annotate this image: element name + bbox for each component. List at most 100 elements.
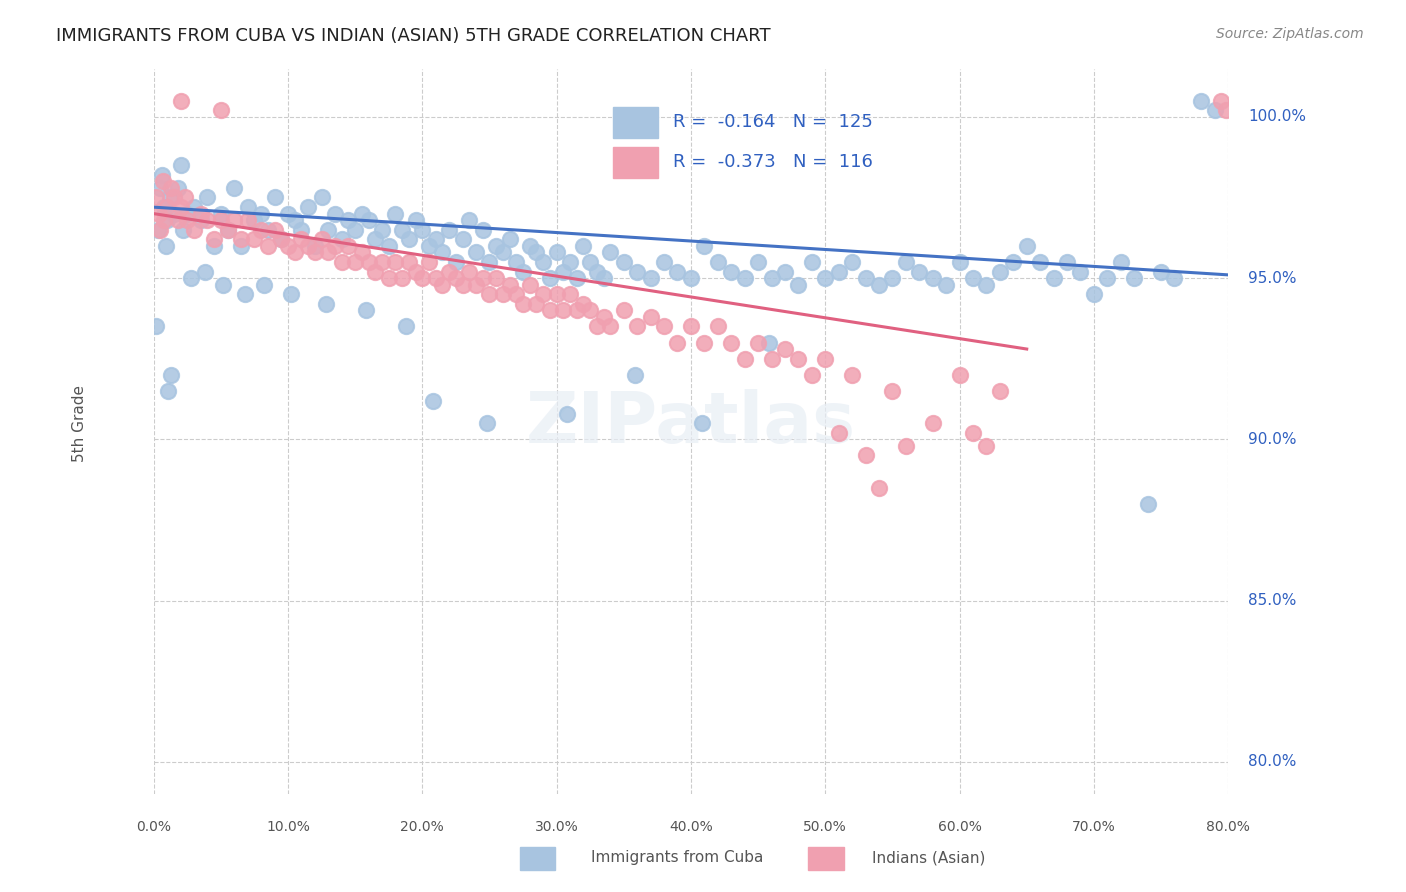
Point bbox=[145, 190, 167, 204]
Point bbox=[485, 239, 508, 253]
Point bbox=[451, 277, 474, 292]
Point bbox=[988, 265, 1011, 279]
Point bbox=[173, 190, 195, 204]
Point bbox=[224, 181, 246, 195]
Point bbox=[519, 277, 541, 292]
Point bbox=[1002, 255, 1025, 269]
Point bbox=[146, 223, 169, 237]
Point bbox=[330, 232, 353, 246]
Point bbox=[202, 232, 225, 246]
Text: 5th Grade: 5th Grade bbox=[72, 384, 87, 462]
Point bbox=[505, 255, 527, 269]
Point bbox=[444, 271, 467, 285]
Point bbox=[666, 335, 689, 350]
Point bbox=[855, 449, 877, 463]
Point bbox=[465, 245, 488, 260]
Point bbox=[761, 271, 783, 285]
Point bbox=[425, 271, 447, 285]
Point bbox=[217, 223, 239, 237]
Point bbox=[478, 287, 501, 301]
Point bbox=[586, 319, 609, 334]
Text: 50.0%: 50.0% bbox=[803, 820, 848, 834]
Point bbox=[935, 277, 957, 292]
Point bbox=[297, 200, 319, 214]
Point bbox=[734, 271, 756, 285]
Point bbox=[156, 213, 179, 227]
Point bbox=[787, 277, 810, 292]
Point bbox=[153, 200, 176, 214]
Text: IMMIGRANTS FROM CUBA VS INDIAN (ASIAN) 5TH GRADE CORRELATION CHART: IMMIGRANTS FROM CUBA VS INDIAN (ASIAN) 5… bbox=[56, 27, 770, 45]
Point bbox=[626, 265, 648, 279]
Point bbox=[1029, 255, 1052, 269]
Point bbox=[557, 407, 579, 421]
Point bbox=[183, 200, 205, 214]
Point bbox=[471, 223, 494, 237]
Point bbox=[586, 265, 609, 279]
Point bbox=[1215, 103, 1237, 118]
Text: ZIPatlas: ZIPatlas bbox=[526, 389, 856, 458]
Point bbox=[398, 232, 420, 246]
Point bbox=[707, 319, 730, 334]
Point bbox=[297, 239, 319, 253]
Point bbox=[253, 277, 276, 292]
Point bbox=[250, 206, 273, 220]
Point bbox=[391, 271, 413, 285]
Point bbox=[150, 168, 173, 182]
Point bbox=[962, 271, 984, 285]
Text: 85.0%: 85.0% bbox=[1249, 593, 1296, 608]
Point bbox=[623, 368, 645, 382]
Point bbox=[773, 342, 796, 356]
Point bbox=[1109, 255, 1132, 269]
Bar bbox=[613, 147, 658, 178]
Point bbox=[538, 271, 561, 285]
Point bbox=[444, 255, 467, 269]
Point bbox=[592, 271, 614, 285]
Point bbox=[948, 255, 970, 269]
Point bbox=[458, 265, 481, 279]
Point bbox=[526, 297, 548, 311]
Point bbox=[233, 287, 256, 301]
Point bbox=[882, 271, 904, 285]
Point bbox=[337, 239, 360, 253]
Point bbox=[357, 213, 380, 227]
Point bbox=[229, 232, 252, 246]
Point bbox=[224, 213, 246, 227]
Point bbox=[354, 303, 377, 318]
Point bbox=[512, 297, 534, 311]
Point bbox=[304, 245, 326, 260]
Point bbox=[976, 439, 998, 453]
Point bbox=[284, 213, 307, 227]
Point bbox=[176, 213, 198, 227]
Point bbox=[209, 213, 232, 227]
Point bbox=[747, 255, 769, 269]
Point bbox=[962, 425, 984, 440]
Point bbox=[169, 158, 191, 172]
Point bbox=[707, 255, 730, 269]
Point bbox=[163, 190, 186, 204]
Point bbox=[344, 255, 367, 269]
Point bbox=[868, 481, 890, 495]
Point bbox=[391, 223, 413, 237]
Point bbox=[350, 206, 373, 220]
Point bbox=[157, 384, 180, 398]
Point bbox=[666, 265, 689, 279]
Point bbox=[1204, 103, 1226, 118]
Point bbox=[652, 255, 675, 269]
Point bbox=[976, 277, 998, 292]
Point bbox=[152, 174, 174, 188]
Point bbox=[761, 351, 783, 366]
Point bbox=[316, 223, 339, 237]
Point bbox=[437, 265, 460, 279]
Point bbox=[195, 190, 218, 204]
Point bbox=[437, 223, 460, 237]
Point bbox=[405, 265, 427, 279]
Point bbox=[921, 416, 943, 430]
Point bbox=[572, 239, 595, 253]
Point bbox=[422, 393, 444, 408]
Point bbox=[364, 265, 387, 279]
Point bbox=[512, 265, 534, 279]
Point bbox=[377, 239, 399, 253]
Point bbox=[693, 239, 716, 253]
Point bbox=[1136, 497, 1159, 511]
Text: 70.0%: 70.0% bbox=[1071, 820, 1116, 834]
